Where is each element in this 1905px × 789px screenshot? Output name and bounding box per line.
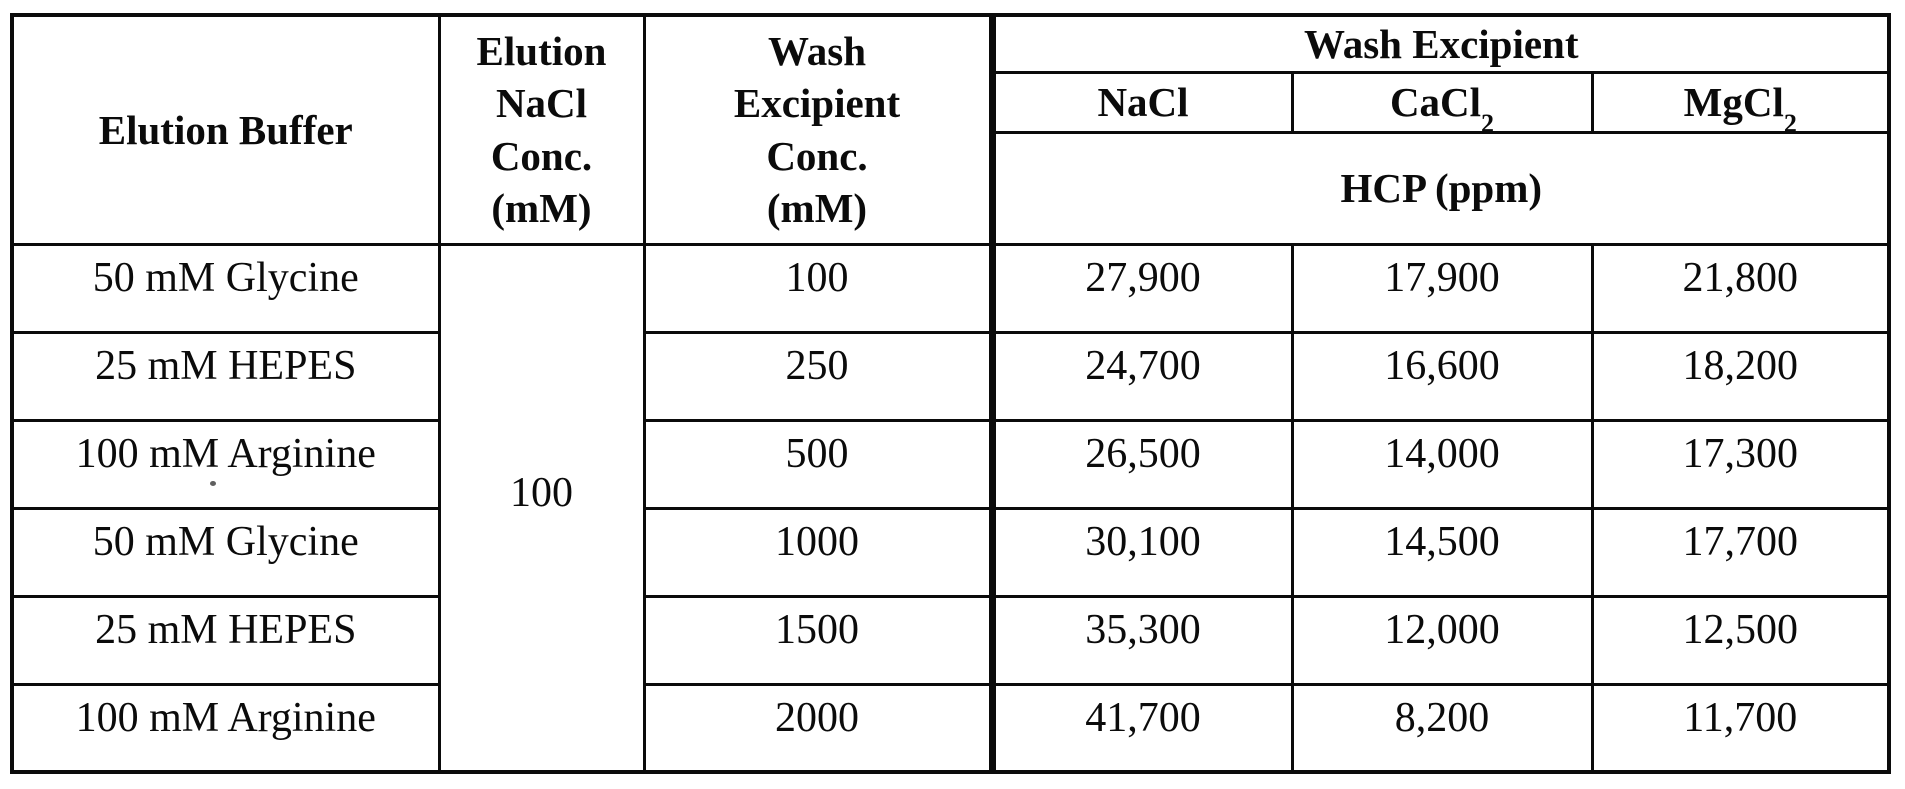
header-wash-excipient-group: Wash Excipient	[988, 13, 1891, 74]
cell-elution-buffer: 25 mM HEPES	[10, 594, 441, 686]
cell-hcp-nacl: 35,300	[988, 594, 1294, 686]
salt-name: CaCl	[1389, 78, 1482, 125]
header-elution-buffer: Elution Buffer	[10, 13, 441, 246]
cell-hcp-cacl2: 8,200	[1290, 682, 1594, 774]
cell-wash-excipient-conc: 2000	[642, 682, 994, 774]
cell-elution-buffer: 100 mM Arginine	[10, 682, 441, 774]
table-row: 50 mM Glycine 100 100 27,900 17,900 21,8…	[10, 242, 1891, 774]
cell-elution-buffer: 50 mM Glycine	[10, 242, 441, 334]
cell-wash-excipient-conc: 100	[642, 242, 994, 334]
header-wash-excipient-conc: Wash Excipient Conc. (mM)	[642, 13, 994, 246]
cell-elution-nacl-conc-merged: 100	[437, 242, 646, 774]
cell-hcp-mgcl2: 18,200	[1590, 330, 1891, 422]
cell-wash-excipient-conc: 1000	[642, 506, 994, 598]
cell-hcp-cacl2: 14,500	[1290, 506, 1594, 598]
scan-artifact-dot	[210, 481, 216, 486]
cell-hcp-mgcl2: 11,700	[1590, 682, 1891, 774]
cell-elution-buffer: 25 mM HEPES	[10, 330, 441, 422]
cell-hcp-mgcl2: 21,800	[1590, 242, 1891, 334]
cell-hcp-nacl: 30,100	[988, 506, 1294, 598]
cell-hcp-nacl: 24,700	[988, 330, 1294, 422]
cell-hcp-nacl: 41,700	[988, 682, 1294, 774]
table-row: 25 mM HEPES 1500 35,300 12,000 12,500	[10, 594, 1891, 686]
header-hcp-unit: HCP (ppm)	[988, 130, 1891, 246]
cell-wash-excipient-conc: 1500	[642, 594, 994, 686]
header-salt-mgcl2: MgCl2	[1590, 70, 1891, 134]
cell-wash-excipient-conc: 250	[642, 330, 994, 422]
cell-hcp-cacl2: 17,900	[1290, 242, 1594, 334]
cell-elution-buffer: 50 mM Glycine	[10, 506, 441, 598]
salt-subscript: 2	[1783, 108, 1797, 132]
header-salt-cacl2: CaCl2	[1290, 70, 1594, 134]
cell-elution-buffer: 100 mM Arginine	[10, 418, 441, 510]
header-row-top: Elution Buffer Elution NaCl Conc. (mM) W…	[10, 13, 1891, 246]
cell-hcp-cacl2: 14,000	[1290, 418, 1594, 510]
cell-hcp-cacl2: 16,600	[1290, 330, 1594, 422]
salt-subscript: 2	[1481, 108, 1495, 132]
cell-wash-excipient-conc: 500	[642, 418, 994, 510]
header-salt-nacl: NaCl	[988, 70, 1294, 134]
cell-hcp-nacl: 27,900	[988, 242, 1294, 334]
hcp-results-table: Elution Buffer Elution NaCl Conc. (mM) W…	[10, 13, 1891, 774]
cell-hcp-cacl2: 12,000	[1290, 594, 1594, 686]
cell-hcp-nacl: 26,500	[988, 418, 1294, 510]
table-row: 100 mM Arginine 500 26,500 14,000 17,300	[10, 418, 1891, 510]
table-row: 100 mM Arginine 2000 41,700 8,200 11,700	[10, 682, 1891, 774]
table-row: 25 mM HEPES 250 24,700 16,600 18,200	[10, 330, 1891, 422]
table-row: 50 mM Glycine 1000 30,100 14,500 17,700	[10, 506, 1891, 598]
salt-name: MgCl	[1683, 78, 1784, 125]
header-elution-nacl-conc: Elution NaCl Conc. (mM)	[437, 13, 646, 246]
cell-hcp-mgcl2: 17,300	[1590, 418, 1891, 510]
salt-name: NaCl	[1097, 78, 1189, 125]
header-row-unit: HCP (ppm)	[12, 130, 1891, 246]
header-row-salts: NaCl CaCl2 MgCl2	[12, 70, 1891, 134]
cell-hcp-mgcl2: 12,500	[1590, 594, 1891, 686]
cell-hcp-mgcl2: 17,700	[1590, 506, 1891, 598]
